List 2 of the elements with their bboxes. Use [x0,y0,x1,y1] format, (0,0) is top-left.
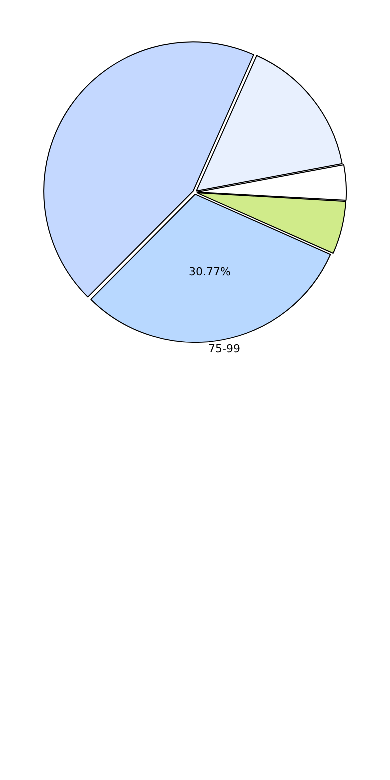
slice-label: 75-99 [208,342,240,356]
data-label: 30.77% [189,265,231,278]
